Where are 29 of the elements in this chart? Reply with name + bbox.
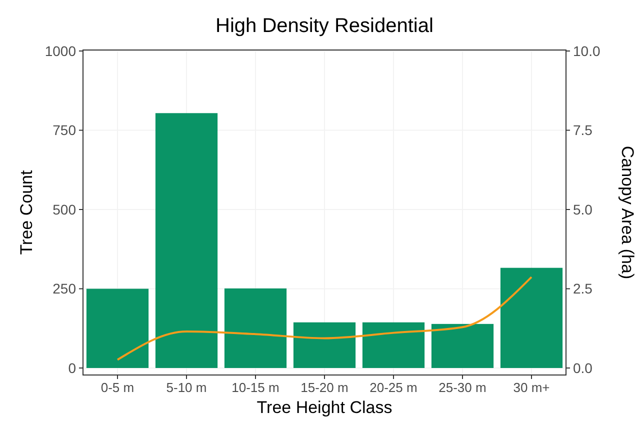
y2-tick-label: 7.5 [573, 122, 593, 138]
y-tick-label: 250 [52, 280, 76, 297]
y2-tick-label: 10.0 [573, 42, 600, 59]
bar [155, 113, 218, 368]
y-tick-label: 1000 [44, 42, 76, 59]
x-tick-label: 15-20 m [300, 380, 348, 395]
y-tick-label: 750 [52, 122, 76, 138]
bar [362, 322, 425, 368]
bar [500, 268, 563, 368]
line-series [116, 276, 532, 361]
x-tick-label: 5-10 m [166, 380, 207, 395]
x-tick-label: 10-15 m [232, 380, 280, 395]
bar [86, 288, 149, 368]
y2-axis-title: Canopy Area (ha) [618, 146, 637, 280]
bar [293, 322, 356, 368]
y-tick-label: 500 [52, 201, 76, 218]
y-axis-title: Tree Count [17, 170, 36, 255]
x-tick-label: 30 m+ [513, 380, 550, 395]
x-tick-label: 20-25 m [370, 380, 418, 395]
x-tick-label: 25-30 m [438, 380, 486, 395]
y2-tick-label: 5.0 [573, 201, 593, 218]
bar [224, 288, 287, 368]
y-tick-label: 0 [68, 360, 76, 376]
y2-tick-label: 2.5 [573, 280, 593, 297]
x-tick-label: 0-5 m [100, 380, 134, 395]
x-axis-title: Tree Height Class [256, 398, 392, 417]
chart-title: High Density Residential [216, 15, 434, 37]
y2-tick-label: 0.0 [573, 360, 593, 376]
bar [431, 324, 494, 368]
